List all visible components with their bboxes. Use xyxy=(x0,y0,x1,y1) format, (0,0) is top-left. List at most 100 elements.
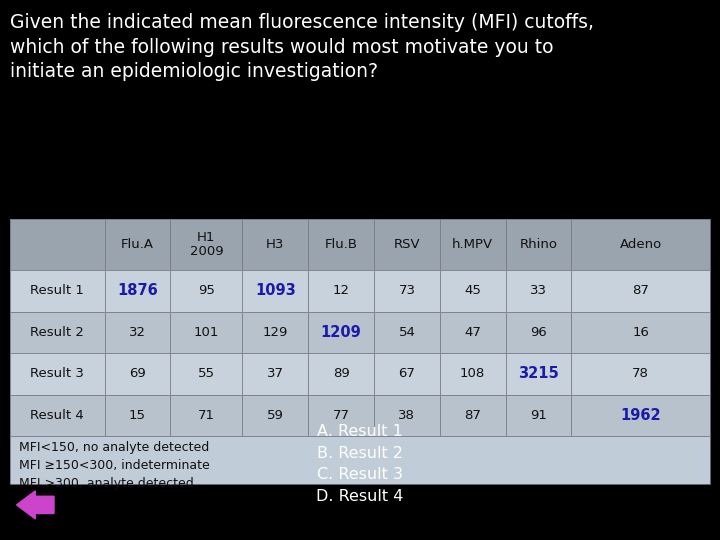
Bar xyxy=(308,395,374,436)
Bar xyxy=(171,219,243,270)
Bar xyxy=(10,395,104,436)
Bar xyxy=(374,219,440,270)
Bar xyxy=(572,219,710,270)
Text: 3215: 3215 xyxy=(518,367,559,381)
Text: 91: 91 xyxy=(530,409,547,422)
Bar xyxy=(440,270,505,312)
Text: 33: 33 xyxy=(530,284,547,298)
Text: 87: 87 xyxy=(464,409,481,422)
Bar xyxy=(308,312,374,353)
Bar xyxy=(243,353,308,395)
Text: Adeno: Adeno xyxy=(619,238,662,251)
Text: 55: 55 xyxy=(198,367,215,381)
Bar xyxy=(104,270,171,312)
Text: 12: 12 xyxy=(333,284,350,298)
Bar xyxy=(572,219,710,270)
Text: 69: 69 xyxy=(129,367,146,381)
Text: 73: 73 xyxy=(398,284,415,298)
Bar xyxy=(374,219,440,270)
Bar xyxy=(440,270,505,312)
Bar xyxy=(171,270,243,312)
Bar xyxy=(104,219,171,270)
Text: 87: 87 xyxy=(632,284,649,298)
Bar xyxy=(10,270,104,312)
Text: 89: 89 xyxy=(333,367,349,381)
Text: h.MPV: h.MPV xyxy=(452,238,493,251)
Bar xyxy=(104,270,171,312)
Bar xyxy=(440,219,505,270)
Bar xyxy=(243,312,308,353)
Text: Given the indicated mean fluorescence intensity (MFI) cutoffs,
which of the foll: Given the indicated mean fluorescence in… xyxy=(10,14,594,81)
Text: H1
2009: H1 2009 xyxy=(189,231,223,258)
Text: Result 2: Result 2 xyxy=(30,326,84,339)
Bar xyxy=(374,312,440,353)
Bar xyxy=(374,353,440,395)
Text: Rhino: Rhino xyxy=(519,238,557,251)
Text: 47: 47 xyxy=(464,326,481,339)
Text: A. Result 1
B. Result 2
C. Result 3
D. Result 4: A. Result 1 B. Result 2 C. Result 3 D. R… xyxy=(316,424,404,504)
Bar xyxy=(440,312,505,353)
Text: 15: 15 xyxy=(129,409,146,422)
Text: 96: 96 xyxy=(530,326,546,339)
Bar xyxy=(505,270,572,312)
Text: 1209: 1209 xyxy=(320,325,361,340)
Bar xyxy=(505,395,572,436)
Bar xyxy=(374,395,440,436)
Bar xyxy=(572,312,710,353)
Text: 78: 78 xyxy=(632,367,649,381)
Bar xyxy=(10,436,710,484)
Bar xyxy=(171,395,243,436)
Bar xyxy=(308,219,374,270)
Bar xyxy=(572,270,710,312)
Text: 54: 54 xyxy=(398,326,415,339)
Bar xyxy=(505,395,572,436)
Bar xyxy=(572,312,710,353)
Text: MFI<150, no analyte detected
MFI ≥150<300, indeterminate
MFI >300, analyte detec: MFI<150, no analyte detected MFI ≥150<30… xyxy=(19,441,210,490)
Bar xyxy=(10,219,104,270)
Bar xyxy=(505,219,572,270)
Text: 45: 45 xyxy=(464,284,481,298)
Bar xyxy=(10,312,104,353)
Bar xyxy=(308,219,374,270)
Bar xyxy=(243,395,308,436)
Bar xyxy=(10,270,104,312)
Text: 16: 16 xyxy=(632,326,649,339)
Text: 32: 32 xyxy=(129,326,146,339)
Bar xyxy=(572,395,710,436)
Bar xyxy=(171,312,243,353)
Bar xyxy=(171,312,243,353)
Text: 101: 101 xyxy=(194,326,219,339)
Text: 129: 129 xyxy=(263,326,288,339)
FancyArrow shape xyxy=(17,491,54,519)
Bar xyxy=(243,270,308,312)
Bar xyxy=(374,353,440,395)
Bar xyxy=(243,395,308,436)
Bar xyxy=(243,312,308,353)
Bar xyxy=(10,219,104,270)
Text: 37: 37 xyxy=(267,367,284,381)
Bar xyxy=(104,395,171,436)
Bar xyxy=(572,395,710,436)
Bar xyxy=(374,395,440,436)
Text: Flu.B: Flu.B xyxy=(325,238,358,251)
Text: 38: 38 xyxy=(398,409,415,422)
Bar xyxy=(171,353,243,395)
Bar xyxy=(171,395,243,436)
Text: 95: 95 xyxy=(198,284,215,298)
Bar xyxy=(505,312,572,353)
Bar xyxy=(243,219,308,270)
Bar xyxy=(308,312,374,353)
Text: Result 1: Result 1 xyxy=(30,284,84,298)
Bar xyxy=(104,353,171,395)
Bar xyxy=(374,270,440,312)
Bar xyxy=(308,395,374,436)
Bar xyxy=(10,353,104,395)
Text: 59: 59 xyxy=(267,409,284,422)
Text: H3: H3 xyxy=(266,238,284,251)
Bar xyxy=(505,353,572,395)
Bar xyxy=(572,270,710,312)
Bar xyxy=(308,270,374,312)
Bar xyxy=(104,353,171,395)
Text: 1962: 1962 xyxy=(621,408,661,423)
Bar xyxy=(243,270,308,312)
